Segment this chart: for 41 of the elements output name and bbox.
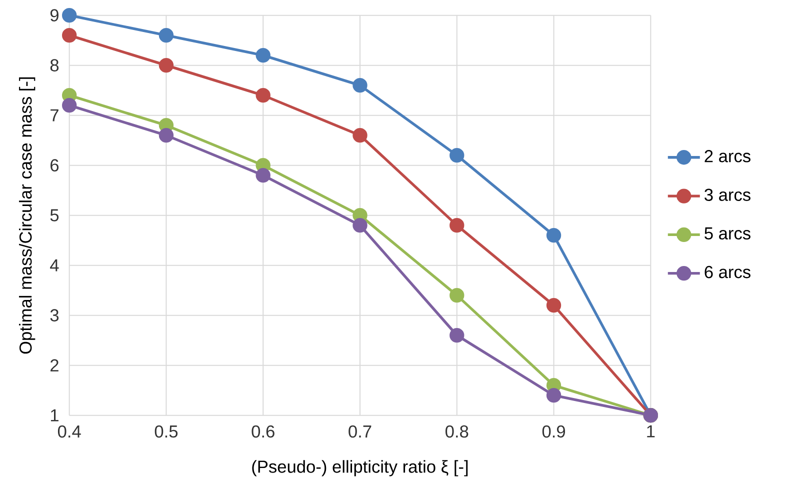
point bbox=[158, 58, 174, 73]
point bbox=[546, 388, 562, 403]
y-tick-label: 4 bbox=[50, 259, 59, 272]
y-tick-label: 2 bbox=[50, 359, 58, 372]
point bbox=[158, 28, 174, 43]
y-tick-label: 8 bbox=[50, 59, 59, 72]
point bbox=[546, 228, 562, 243]
point bbox=[450, 288, 464, 303]
y-tick-label: 1 bbox=[50, 409, 58, 422]
point bbox=[62, 98, 77, 113]
y-tick-label: 7 bbox=[50, 109, 58, 122]
x-tick-label: 0.4 bbox=[58, 425, 81, 438]
x-tick-label: 0.9 bbox=[542, 425, 566, 438]
point bbox=[62, 8, 77, 23]
point bbox=[352, 128, 368, 143]
point bbox=[352, 78, 368, 93]
point bbox=[158, 128, 174, 143]
point bbox=[450, 328, 464, 343]
y-tick-label: 5 bbox=[50, 209, 59, 222]
point bbox=[450, 148, 464, 163]
x-tick-label: 0.7 bbox=[348, 425, 372, 438]
point bbox=[256, 48, 270, 63]
y-tick-label: 6 bbox=[50, 159, 59, 172]
y-axis-title: Optimal mass/Circular case mass [-] bbox=[19, 77, 36, 354]
point bbox=[352, 218, 368, 233]
point bbox=[256, 168, 270, 183]
x-tick-label: 0.8 bbox=[446, 425, 468, 438]
x-tick-label: 0.5 bbox=[154, 425, 178, 438]
legend-label: 5 arcs bbox=[704, 227, 750, 240]
legend-label: 3 arcs bbox=[704, 188, 750, 201]
point bbox=[62, 28, 77, 43]
point bbox=[256, 88, 270, 103]
x-tick-label: 1 bbox=[647, 425, 655, 438]
x-axis-title: (Pseudo-) ellipticity ratio ξ [-] bbox=[252, 460, 468, 476]
legend-label: 6 arcs bbox=[704, 266, 750, 278]
x-tick-label: 0.6 bbox=[252, 425, 274, 438]
y-tick-label: 3 bbox=[50, 309, 59, 322]
point bbox=[546, 298, 562, 313]
y-tick-label: 9 bbox=[50, 9, 58, 22]
point bbox=[450, 218, 464, 233]
legend-label: 2 arcs bbox=[704, 150, 750, 162]
